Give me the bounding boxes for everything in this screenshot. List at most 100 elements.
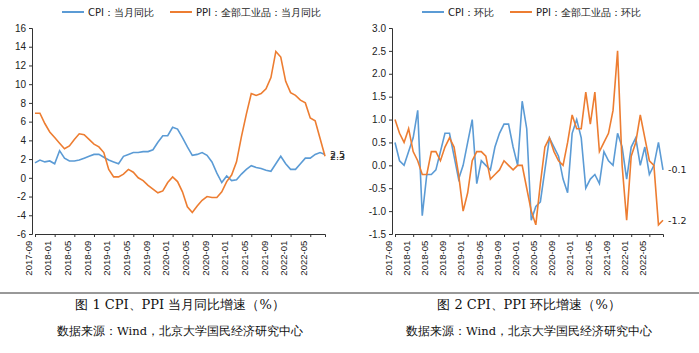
y-tick-mark	[29, 122, 32, 123]
source-note: 数据来源：Wind，北京大学国民经济研究中心	[406, 324, 652, 338]
x-tick-label: 2018-05	[62, 241, 73, 276]
y-tick-mark	[389, 74, 392, 75]
x-tick: 2020-01	[510, 234, 523, 276]
x-tick: 2021-01	[219, 234, 232, 276]
x-tick-mark	[232, 234, 233, 237]
y-tick-mark	[389, 165, 392, 166]
y-tick-label: 10	[15, 79, 27, 90]
x-tick: 2020-01	[160, 234, 173, 276]
y-tick-label: 14	[15, 41, 27, 52]
y-tick-mark	[389, 120, 392, 121]
x-tick-label: 2022-01	[278, 241, 289, 276]
y-tick-mark	[389, 97, 392, 98]
x-tick-mark	[35, 234, 36, 237]
y-tick-mark	[29, 234, 32, 235]
x-tick-mark	[504, 234, 505, 237]
x-tick-label: 2020-05	[528, 241, 539, 276]
x-tick: 2020-05	[180, 234, 193, 276]
end-label: -1.2	[668, 215, 687, 226]
legend-label: CPI：当月同比	[88, 7, 154, 18]
x-tick: 2021-09	[259, 234, 272, 276]
x-tick-label: 2022-05	[298, 241, 309, 276]
x-tick-label: 2019-05	[474, 241, 485, 276]
y-tick-label: 1.0	[372, 114, 386, 125]
y-tick: 3.0	[372, 23, 392, 34]
chart: -1.5-1.0-0.50.00.51.01.52.02.53.02017-09…	[369, 7, 687, 339]
x-tick-mark	[212, 234, 213, 237]
x-tick: 2020-05	[528, 234, 541, 276]
x-tick: 2018-01	[42, 234, 55, 276]
x-tick: 2021-05	[583, 234, 596, 276]
figure: -6-4-202468101214162017-092018-012018-05…	[0, 0, 699, 353]
x-tick-mark	[577, 234, 578, 237]
x-tick: 2019-05	[474, 234, 487, 276]
legend: CPI：当月同比 PPI：全部工业品：当月同比	[62, 7, 321, 18]
y-tick-mark	[389, 188, 392, 189]
x-tick: 2022-01	[278, 234, 291, 276]
x-tick-mark	[486, 234, 487, 237]
x-tick: 2019-01	[455, 234, 468, 276]
y-tick: -6	[17, 229, 32, 240]
y-tick-label: -2	[17, 191, 26, 202]
y-tick-label: 0	[20, 173, 26, 184]
x-tick-mark	[595, 234, 596, 237]
x-tick-mark	[153, 234, 154, 237]
y-tick-mark	[389, 234, 392, 235]
caption: 图 2 CPI、PPI 环比增速（%）	[437, 297, 620, 312]
plot-area	[395, 51, 663, 225]
x-axis-line	[396, 235, 664, 238]
x-tick-label: 2018-05	[419, 241, 430, 276]
x-tick-label: 2020-01	[160, 241, 171, 276]
x-tick-mark	[133, 234, 134, 237]
x-axis-line	[36, 235, 326, 238]
x-tick-label: 2019-05	[121, 241, 132, 276]
legend-label: PPI：全部工业品：当月同比	[196, 7, 321, 18]
y-axis-line	[29, 29, 33, 235]
end-label: 2.3	[330, 151, 345, 162]
x-tick: 2021-09	[601, 234, 614, 276]
y-tick: -2	[17, 191, 32, 202]
y-tick-mark	[29, 84, 32, 85]
y-tick-mark	[29, 178, 32, 179]
x-tick-mark	[114, 234, 115, 237]
source-note: 数据来源：Wind，北京大学国民经济研究中心	[57, 324, 303, 338]
y-tick-label: 2.0	[372, 68, 386, 79]
caption: 图 1 CPI、PPI 当月同比增速（%）	[75, 297, 284, 312]
y-tick: 2.5	[372, 46, 392, 57]
y-tick-label: 2.5	[372, 46, 386, 57]
y-tick: 0.0	[372, 160, 392, 171]
x-tick: 2020-09	[200, 234, 213, 276]
y-tick-mark	[389, 51, 392, 52]
x-tick: 2018-05	[419, 234, 432, 276]
x-tick-label: 2021-09	[601, 241, 612, 276]
x-tick-mark	[413, 234, 414, 237]
x-tick: 2020-09	[546, 234, 559, 276]
x-tick-mark	[251, 234, 252, 237]
x-tick-label: 2018-09	[82, 241, 93, 276]
x-tick: 2019-09	[141, 234, 154, 276]
y-tick-mark	[29, 197, 32, 198]
y-tick-label: 8	[20, 98, 26, 109]
y-tick: -4	[17, 210, 32, 221]
x-tick: 2017-09	[383, 234, 396, 276]
y-axis-line	[389, 29, 393, 235]
y-tick-mark	[29, 28, 32, 29]
x-axis: 2017-092018-012018-052018-092019-012019-…	[383, 234, 664, 276]
x-tick: 2021-01	[564, 234, 577, 276]
y-tick-mark	[389, 211, 392, 212]
x-tick-label: 2020-09	[200, 241, 211, 276]
x-tick-label: 2019-09	[492, 241, 503, 276]
x-tick: 2018-09	[82, 234, 95, 276]
legend-swatch	[510, 11, 532, 13]
x-tick-label: 2017-09	[23, 241, 34, 276]
x-tick-label: 2018-01	[401, 241, 412, 276]
y-tick-label: 2	[20, 154, 26, 165]
x-tick-mark	[310, 234, 311, 237]
series-line	[395, 51, 663, 225]
y-tick: -0.5	[369, 183, 392, 194]
x-tick-label: 2019-09	[141, 241, 152, 276]
x-tick: 2018-05	[62, 234, 75, 276]
x-tick-mark	[271, 234, 272, 237]
x-tick-mark	[540, 234, 541, 237]
x-tick-mark	[192, 234, 193, 237]
